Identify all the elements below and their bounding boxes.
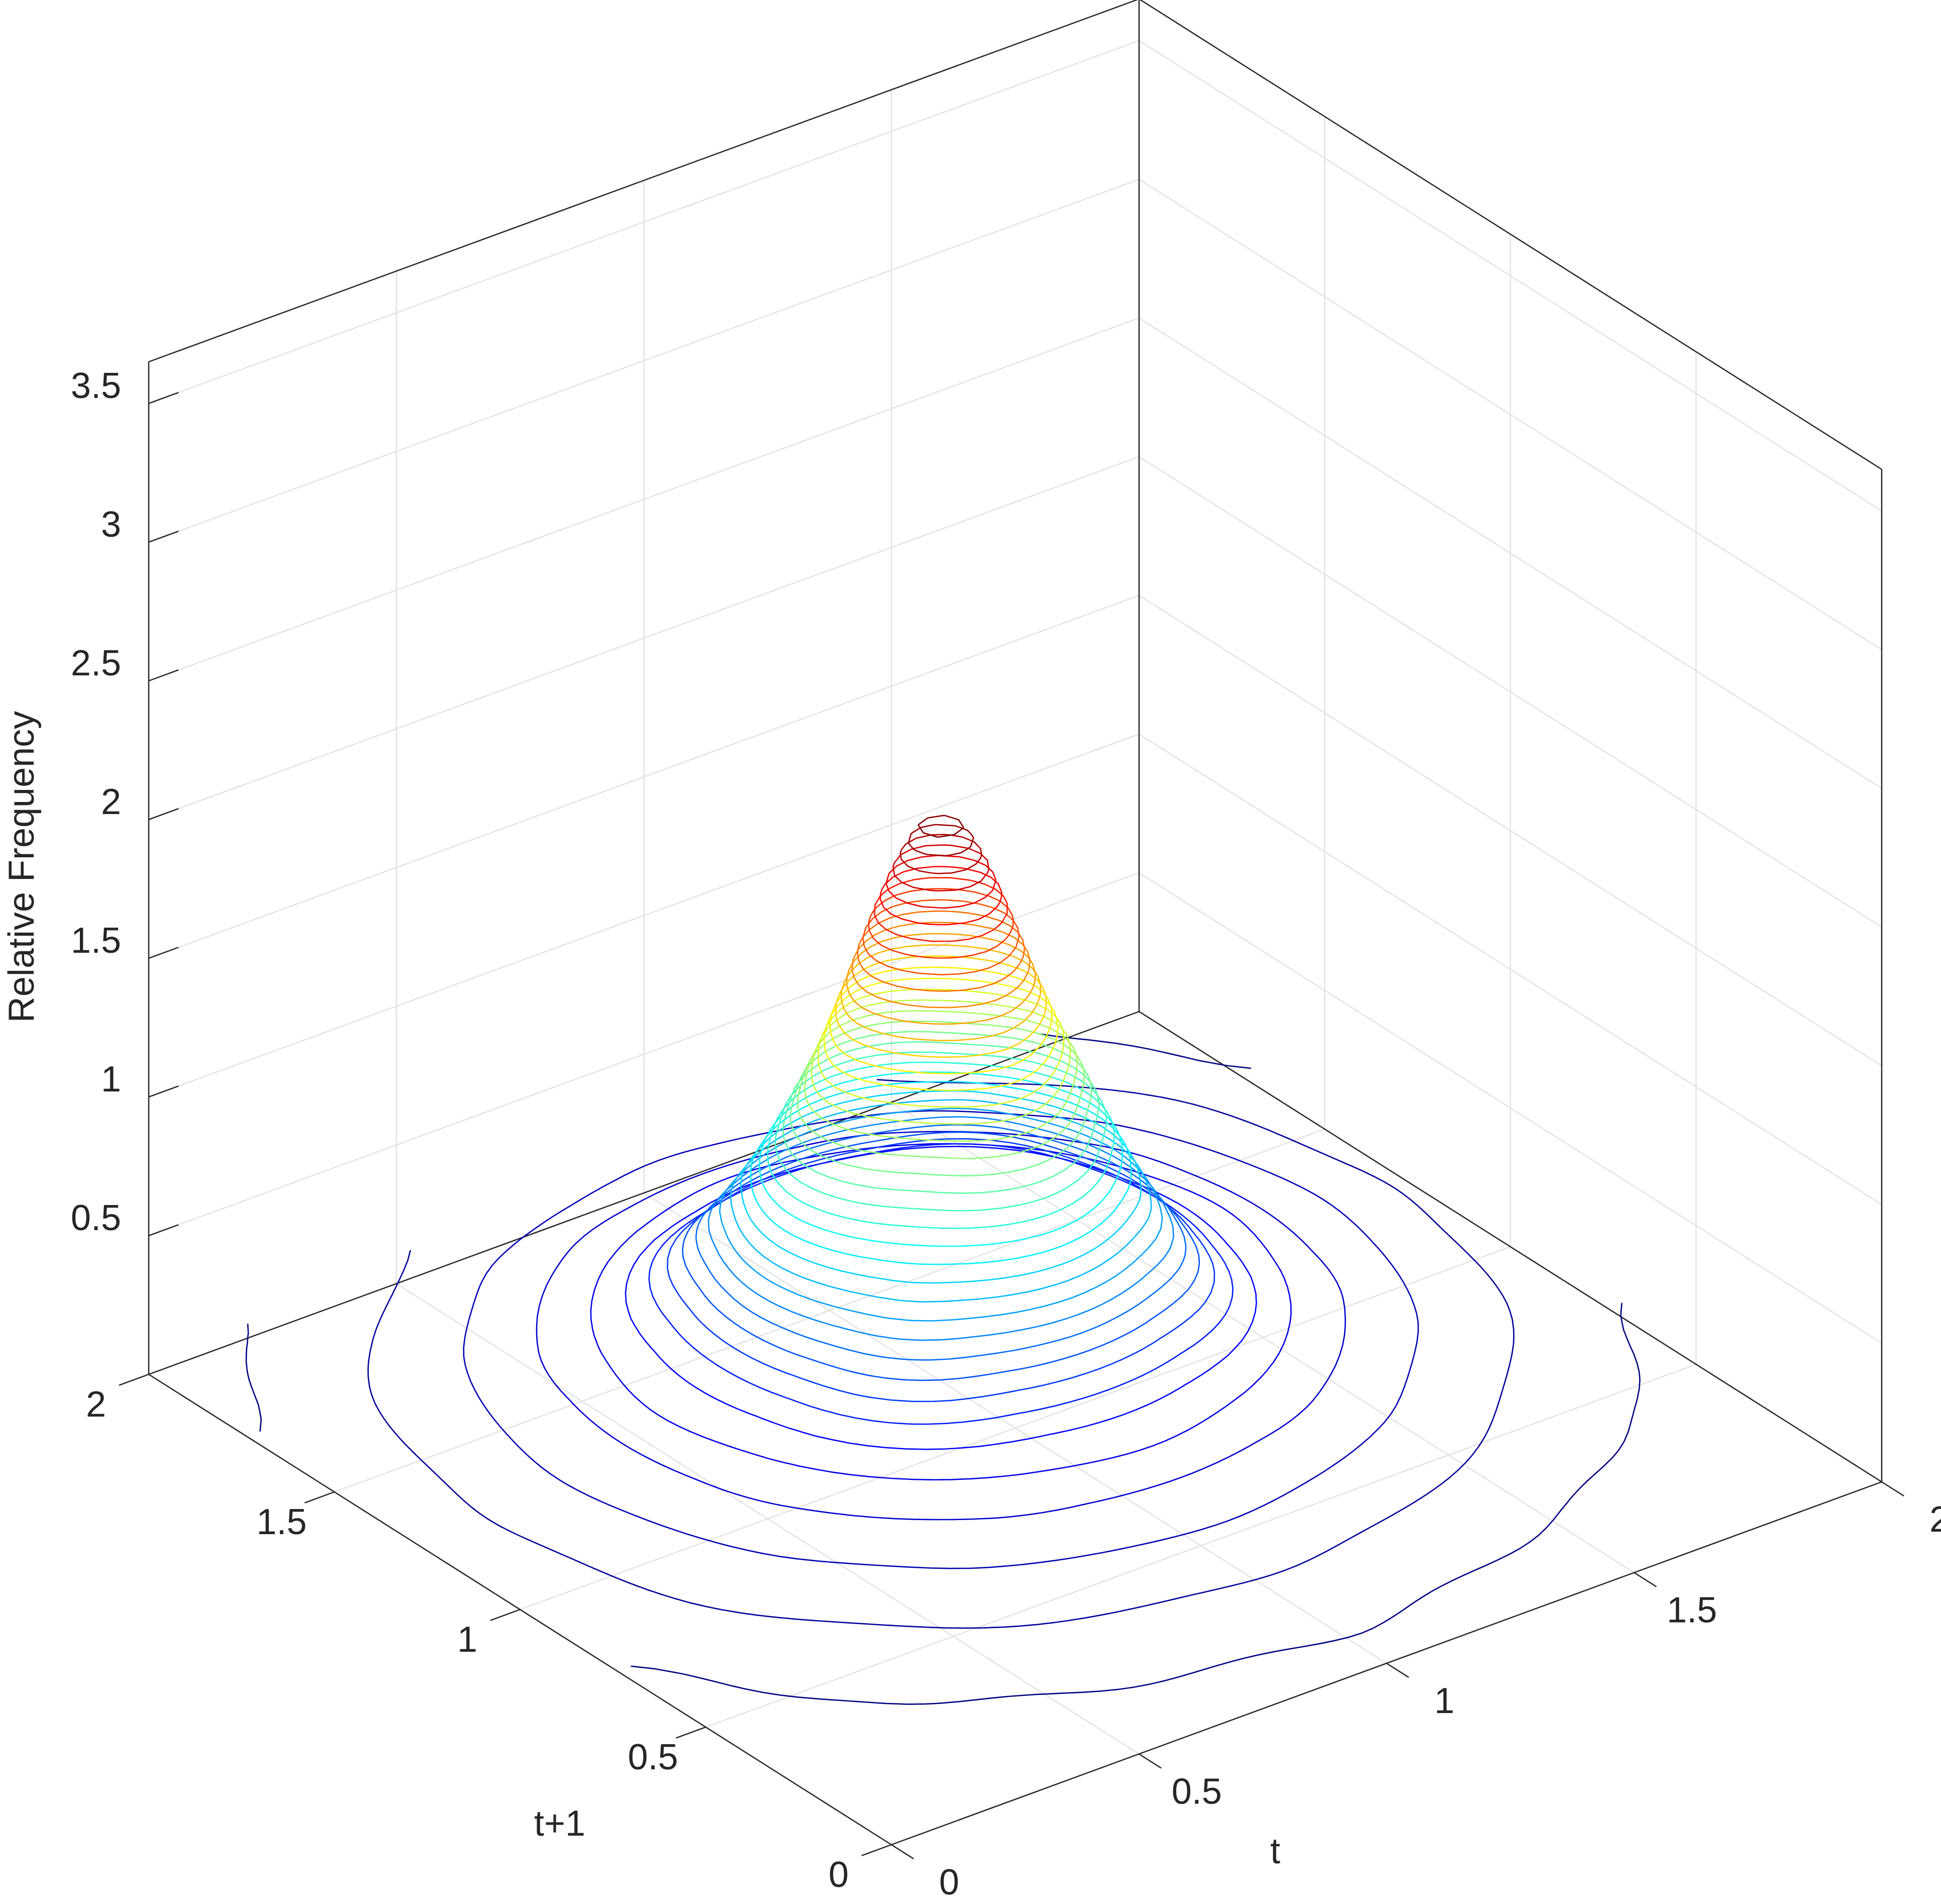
- contour-line: [245, 1033, 1641, 1705]
- x-axis-label: t: [1270, 1831, 1280, 1871]
- y-tick: [304, 1491, 335, 1504]
- contour-line: [463, 1110, 1419, 1569]
- contour-line: [767, 1061, 1115, 1229]
- z-tick-label: 3.5: [71, 366, 121, 406]
- axis-line: [1139, 1011, 1882, 1483]
- y-axis-label: t+1: [534, 1803, 585, 1844]
- contour-line: [367, 1079, 1515, 1629]
- x-tick-label: 0.5: [1172, 1772, 1222, 1812]
- contour-line: [682, 1131, 1200, 1381]
- grid-line: [334, 1128, 1325, 1493]
- grid-line: [1139, 872, 1882, 1344]
- z-tick: [148, 808, 179, 821]
- grid-line: [148, 733, 1140, 1098]
- grid-line: [1139, 733, 1882, 1206]
- contour-line: [907, 824, 974, 857]
- y-tick-label: 1: [457, 1620, 477, 1660]
- z-tick: [148, 1085, 179, 1098]
- x-tick: [1139, 1753, 1162, 1769]
- contour-line: [817, 988, 1065, 1108]
- contour-line: [899, 834, 982, 874]
- axes-box: [148, 0, 1883, 1846]
- contour-line: [590, 1143, 1292, 1481]
- grid-line: [1139, 456, 1882, 928]
- grid-line: [705, 1363, 1696, 1728]
- contour-line: [667, 1138, 1215, 1402]
- grid-line: [148, 178, 1140, 543]
- grid-line: [1139, 317, 1882, 789]
- grid-line: [1139, 40, 1882, 512]
- contour-line: [874, 877, 1008, 942]
- contour-line: [625, 1146, 1257, 1450]
- z-tick-label: 3: [101, 505, 121, 545]
- z-tick-label: 2: [101, 782, 121, 822]
- contour-line: [536, 1131, 1346, 1521]
- x-tick-label: 0: [939, 1862, 959, 1902]
- z-tick: [148, 531, 179, 543]
- grid-line: [1139, 594, 1882, 1066]
- z-tick-label: 2.5: [71, 643, 121, 683]
- grid-line: [1139, 178, 1882, 650]
- contour-line: [730, 1099, 1152, 1302]
- grid-line: [148, 594, 1140, 959]
- z-tick-label: 1: [101, 1059, 121, 1099]
- y-tick: [675, 1726, 706, 1739]
- z-tick: [148, 669, 179, 682]
- z-tick: [148, 947, 179, 959]
- x-tick: [1633, 1572, 1657, 1587]
- y-tick-label: 0.5: [628, 1737, 678, 1777]
- z-tick-label: 1.5: [71, 921, 121, 961]
- x-tick: [1881, 1481, 1905, 1497]
- contour-line: [719, 1108, 1163, 1322]
- x-tick-label: 1: [1434, 1681, 1454, 1721]
- y-tick-label: 2: [86, 1384, 106, 1425]
- contour-line: [789, 1031, 1092, 1176]
- axis-line: [1139, 0, 1882, 470]
- z-axis-label: Relative Frequency: [2, 711, 42, 1023]
- contour-line: [892, 844, 990, 892]
- y-tick: [490, 1609, 521, 1621]
- y-tick-label: 0: [829, 1855, 849, 1895]
- contour-layer: [245, 815, 1641, 1705]
- y-tick-label: 1.5: [256, 1502, 307, 1542]
- z-tick: [148, 1224, 179, 1237]
- grid-line: [148, 872, 1140, 1237]
- contour-line: [868, 888, 1014, 959]
- y-tick: [119, 1373, 149, 1386]
- y-tick: [861, 1844, 892, 1856]
- contour-line: [740, 1090, 1142, 1284]
- z-tick: [148, 391, 179, 404]
- contour-line: [782, 1041, 1100, 1194]
- x-tick-label: 1.5: [1667, 1590, 1717, 1631]
- x-tick: [1386, 1662, 1409, 1678]
- tick-layer: 0 0.5 1 1.5 2 0 0.5 1 1.5 2 0.5 1 1.5 2 2.5 3 3.5: [71, 366, 1941, 1902]
- grid-line: [148, 40, 1140, 404]
- grid-line: [520, 1246, 1511, 1611]
- grid-line: [148, 456, 1140, 821]
- contour-line: [917, 815, 964, 838]
- grid-line: [148, 317, 1140, 682]
- z-tick-label: 0.5: [71, 1198, 121, 1238]
- contour-line: [648, 1143, 1234, 1425]
- contour-line: [695, 1124, 1187, 1361]
- contour-line: [804, 1010, 1078, 1142]
- x-tick-label: 2: [1929, 1499, 1941, 1540]
- x-tick: [891, 1844, 914, 1860]
- axis-line: [148, 0, 1139, 363]
